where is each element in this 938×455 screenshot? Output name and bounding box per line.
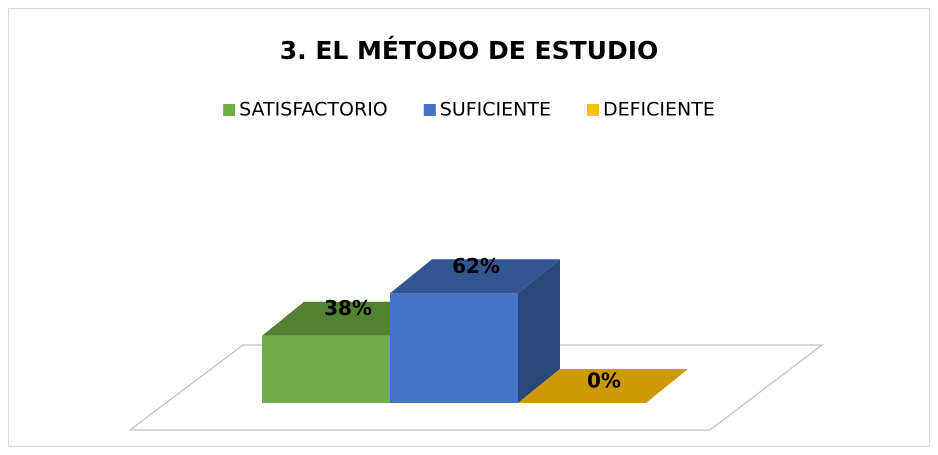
bar-front [390, 293, 518, 403]
bar-top [390, 259, 560, 294]
data-label: 0% [587, 369, 621, 393]
legend-item: SUFICIENTE [423, 99, 551, 121]
data-label: 62% [452, 254, 500, 278]
bar [390, 259, 560, 403]
legend-swatch [586, 104, 599, 116]
legend-swatch [423, 104, 436, 116]
legend-label: SUFICIENTE [440, 99, 551, 121]
bar-side [518, 259, 560, 403]
legend-label: DEFICIENTE [603, 99, 715, 121]
legend-label: SATISFACTORIO [239, 99, 388, 121]
bar-front [262, 335, 390, 403]
bar-top [518, 369, 688, 403]
bar [518, 369, 688, 403]
bar-top [262, 301, 432, 336]
legend-item: SATISFACTORIO [223, 99, 388, 121]
data-label: 38% [324, 296, 372, 320]
legend-swatch [223, 104, 236, 116]
chart-title: 3. EL MÉTODO DE ESTUDIO [280, 36, 659, 65]
legend-item: DEFICIENTE [586, 99, 715, 121]
